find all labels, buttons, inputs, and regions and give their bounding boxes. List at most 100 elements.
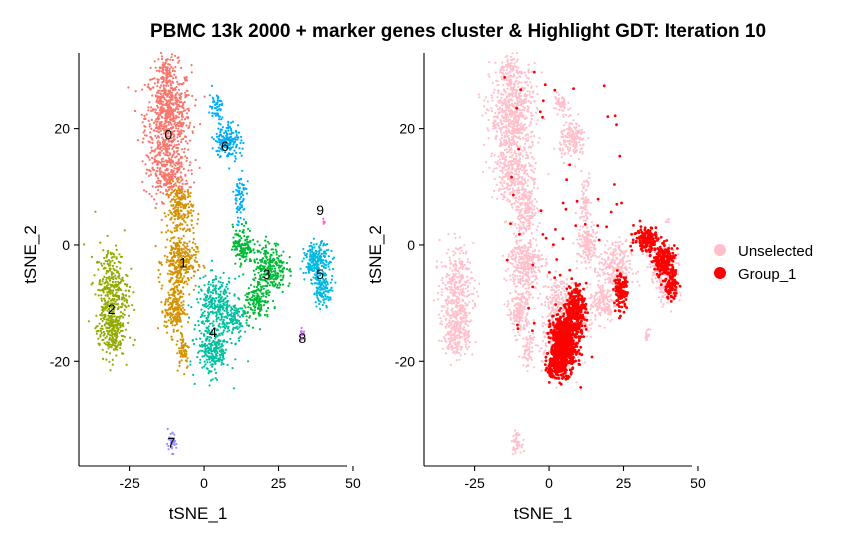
cell-point [175,146,178,149]
cell-point [212,356,215,359]
cell-point [167,138,170,141]
cell-point [203,354,206,357]
cell-point [151,108,155,111]
cell-point [527,68,531,71]
cell-point [506,87,509,90]
cell-point [310,244,313,247]
cell-point [253,273,256,276]
cell-point [169,316,172,319]
cell-point [131,304,134,307]
cell-point [155,136,158,139]
cell-point [220,363,223,366]
cell-point [182,204,185,207]
cell-point [491,99,494,102]
cell-point [515,94,518,97]
cell-point [495,104,498,107]
cell-point [216,303,219,306]
cell-point [168,96,171,99]
cell-point [175,316,178,320]
cell-point [151,86,154,89]
cell-point [180,308,183,311]
cell-point [128,295,131,298]
cell-point [182,248,185,251]
cell-point [167,121,170,124]
cell-point [176,286,179,289]
cell-point [531,130,534,133]
cell-point [497,108,500,111]
cell-point [115,285,118,288]
cell-point [189,211,192,215]
cell-point [169,264,172,267]
cell-point [223,309,226,312]
cell-point [155,192,158,195]
cell-point [160,120,163,124]
cell-point [226,287,229,290]
cell-point [217,127,220,130]
cell-point [173,183,176,186]
cell-point [228,167,231,170]
cell-point [506,119,509,122]
cell-point [276,284,279,287]
cell-point [164,138,167,141]
cell-point [109,292,112,295]
cell-point [180,66,183,69]
cell-point [183,282,186,285]
cell-point [193,181,196,184]
cell-point [115,319,118,322]
cell-point [192,209,195,212]
cell-point [281,267,284,271]
cell-point [115,248,118,251]
cell-point [162,68,165,71]
cell-point [258,312,261,315]
cell-point [238,258,241,261]
cell-point [302,271,305,275]
cell-point [151,141,154,145]
cell-point [526,90,529,93]
cell-point [500,101,504,104]
cell-point [109,264,112,267]
cell-point [162,160,165,163]
cell-point [516,125,519,128]
cell-point [183,241,186,244]
cell-point [172,189,176,193]
cell-point [239,322,242,325]
cell-point [320,295,323,298]
cell-point [241,169,244,172]
cell-point [275,253,278,256]
cell-point [325,249,328,252]
cell-point [176,163,180,166]
cell-point [141,180,144,184]
cell-point [530,114,533,117]
cell-point [208,300,211,304]
cell-point [189,363,192,366]
cell-point [98,283,101,286]
cell-point [251,302,254,306]
cell-point [190,223,193,227]
cell-point [487,137,490,140]
cell-point [198,350,201,353]
cell-point [188,293,191,296]
cell-point [236,223,239,226]
cell-point [161,284,164,287]
cell-point [260,248,264,251]
cell-point [231,322,234,326]
cell-point [516,99,519,102]
cell-point [205,354,208,357]
cell-point [202,276,205,279]
cell-point [148,123,151,126]
cell-point [204,342,207,345]
cell-point [155,124,158,127]
cell-point [314,301,317,304]
cell-point [115,256,118,259]
cell-point [173,252,176,255]
cell-point [218,99,221,102]
cell-point [111,339,114,342]
cell-point [272,259,275,262]
cell-point [153,129,156,132]
cell-point [165,104,168,107]
cell-point [218,156,221,159]
cell-point [240,139,243,142]
cell-point [231,367,234,370]
cell-point [522,183,525,186]
cell-point [530,135,533,138]
